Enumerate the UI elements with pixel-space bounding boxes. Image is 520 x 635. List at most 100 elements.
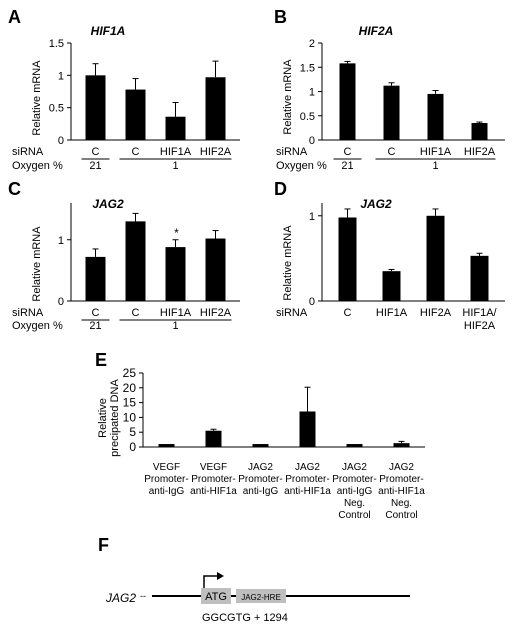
y-tick-label: 0.5 [300,111,315,123]
bar [205,77,226,140]
category-label: Neg. [391,498,412,509]
significance-marker: * [174,226,179,240]
bar [383,85,400,140]
bar [158,444,175,447]
category-label: C [132,307,140,319]
category-label: HIF2A [464,146,496,158]
category-label: HIF1A [160,307,192,319]
panel-letter: C [8,179,21,199]
bar [252,444,269,447]
atg-label: ATG [205,591,227,603]
oxygen-label: 1 [432,160,438,172]
panel-f-gene-label: JAG2 [105,591,136,605]
oxygen-label: 1 [172,320,178,332]
category-label: Promoter- [144,474,188,485]
category-label: HIF2A [200,146,232,158]
category-label: C [344,146,352,158]
bar [471,123,488,140]
row-label: siRNA [276,146,308,158]
y-tick-label: 0 [58,296,64,308]
category-label: JAG2 [295,462,320,473]
category-label: anti-IgG [149,486,185,497]
category-label: C [388,146,396,158]
category-label: VEGF [153,462,180,473]
category-label: Promoter- [285,474,329,485]
category-label: JAG2 [248,462,273,473]
y-tick-label: 25 [123,366,137,380]
y-tick-label: 15 [123,396,137,410]
bar [85,75,106,140]
transcription-start-arrow-icon [203,575,218,588]
y-tick-label: 10 [123,410,137,424]
category-label: HIF1A/ [462,307,497,319]
y-tick-label: 20 [123,381,137,395]
category-label: anti-HIF1a [284,486,331,497]
oxygen-label: 21 [89,160,101,172]
panel-title: HIF2A [359,24,394,38]
category-label: HIF2A [200,307,232,319]
bar [346,444,363,447]
bar [125,89,146,140]
panel-title: JAG2 [92,197,124,211]
bar [85,256,106,301]
y-tick-label: 0.5 [49,103,64,115]
y-tick-label: 0 [58,135,64,147]
category-label: VEGF [200,462,227,473]
y-axis-label: Relative mRNA [31,60,43,136]
category-label: C [92,307,100,319]
arrow-head-icon [217,572,224,580]
y-tick-label: 5 [129,425,136,439]
panel-f-dash: -- [140,591,146,601]
row-label: siRNA [12,307,44,319]
category-label: HIF1A [420,146,452,158]
category-label: anti-IgG [243,486,279,497]
y-axis-label: Relative mRNA [31,226,43,302]
category-label: Promoter- [191,474,235,485]
bar [393,443,410,447]
category-label: anti-HIF1a [378,486,425,497]
category-label: Control [338,510,370,521]
category-label: anti-HIF1a [190,486,237,497]
panel-letter: B [274,7,287,27]
y-axis-label: Relative mRNA [282,225,294,301]
bar [299,411,316,447]
atg-box [201,588,231,604]
bar [339,63,356,141]
row-label: siRNA [12,146,44,158]
panel-title: HIF1A [91,24,126,38]
chart-panels: A HIF1A Relative mRNA 0 0.5 1 1.5 C C HIF1A HIF2A s… [8,7,505,521]
y-tick-label: 1 [309,211,315,223]
y-axis-label: precipated DNA [109,379,121,457]
category-label: anti-IgG [337,486,373,497]
category-label: Promoter- [379,474,423,485]
panel-a: A HIF1A Relative mRNA 0 0.5 1 1.5 C C HIF1A HIF2A s… [8,7,240,172]
panel-letter: A [8,7,21,27]
hre-sequence-label: GGCGTG + 1294 [202,612,288,624]
category-label: C [92,146,100,158]
category-label: C [132,146,140,158]
row-label: Oxygen % [12,160,63,172]
bar [205,238,226,301]
hre-box [236,589,286,603]
category-label: Promoter- [238,474,282,485]
category-label: C [344,307,352,319]
y-tick-label: 0 [309,296,315,308]
bar [382,271,401,301]
row-label: Oxygen % [12,320,63,332]
panel-letter: D [274,179,287,199]
bar [125,221,146,301]
panel-f-letter: F [98,535,109,555]
bar [338,217,357,301]
y-tick-label: 1.5 [49,38,64,50]
category-label: Promoter- [332,474,376,485]
bar [205,430,222,447]
bar [470,255,489,301]
category-label: JAG2 [342,462,367,473]
category-label: HIF2A [464,320,496,332]
y-tick-label: 0 [129,440,136,454]
y-tick-label: 1.5 [300,62,315,74]
panel-c: C JAG2 Relative mRNA 0 1 C C * HIF1A HIF2A siRNAOx… [8,179,240,332]
